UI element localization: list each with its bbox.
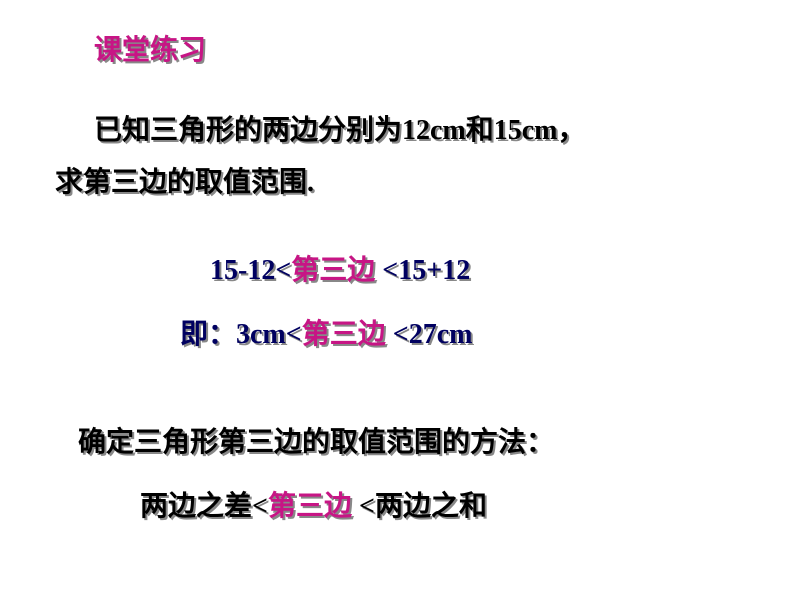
rule-suffix: <两边之和	[352, 491, 487, 522]
answer2-highlight: 第三边	[302, 319, 386, 350]
answer1-prefix: 15-12<	[210, 255, 291, 286]
answer2-prefix: 即：3cm<	[180, 319, 302, 350]
heading-text: 课堂练习	[94, 28, 206, 68]
rule-prefix: 两边之差<	[140, 491, 268, 522]
rule-highlight: 第三边	[268, 491, 352, 522]
problem-line1: 已知三角形的两边分别为12cm和15cm，	[94, 108, 586, 148]
answer1-suffix: <15+12	[375, 255, 470, 286]
rule-text: 两边之差<第三边 <两边之和	[140, 484, 487, 524]
answer2-suffix: <27cm	[386, 319, 473, 350]
answer1-highlight: 第三边	[291, 255, 375, 286]
answer1: 15-12<第三边 <15+12	[210, 248, 470, 288]
answer2: 即：3cm<第三边 <27cm	[180, 312, 472, 352]
method-text: 确定三角形第三边的取值范围的方法：	[78, 420, 554, 460]
problem-line2: 求第三边的取值范围.	[55, 160, 314, 200]
